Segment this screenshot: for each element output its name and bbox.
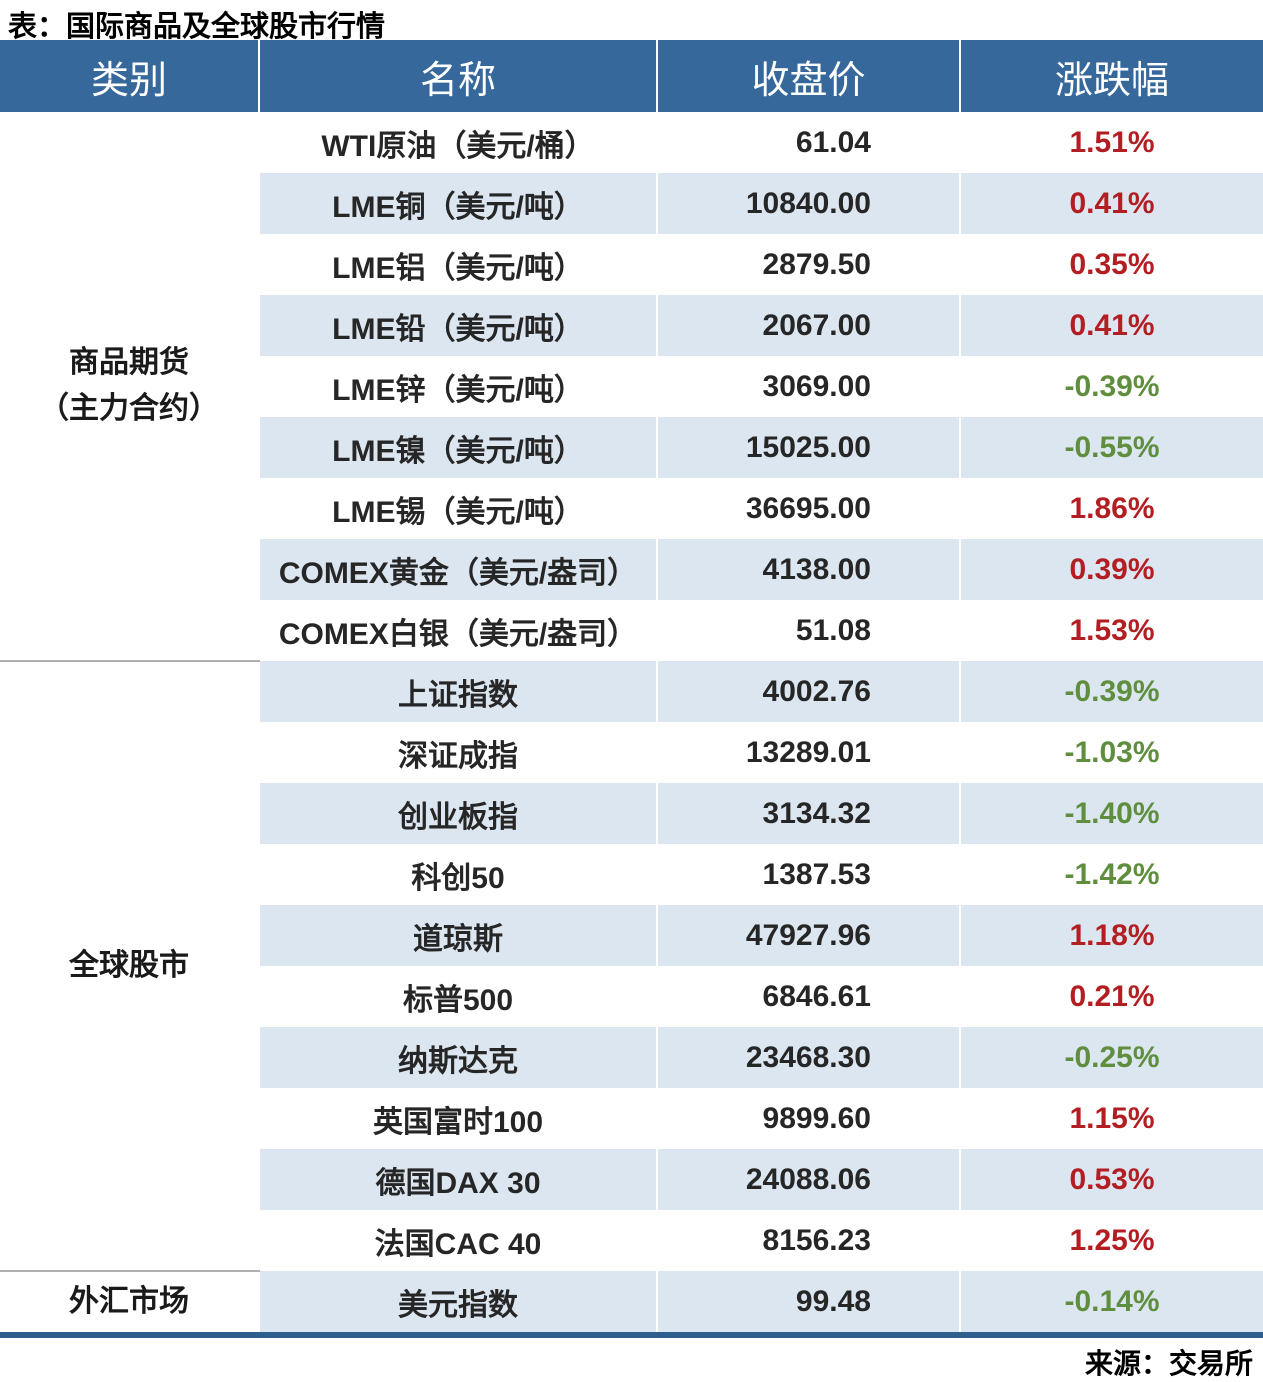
table-row: 创业板指 3134.32 -1.40%: [0, 783, 1263, 844]
table-row: 深证成指 13289.01 -1.03%: [0, 722, 1263, 783]
header-name: 名称: [259, 40, 658, 112]
table-row: 道琼斯 47927.96 1.18%: [0, 905, 1263, 966]
instrument-name: 道琼斯: [259, 905, 658, 966]
header-close: 收盘价: [657, 40, 961, 112]
table-bottom-rule: [0, 1332, 1263, 1338]
change-percent: 0.53%: [960, 1149, 1263, 1210]
change-percent: -0.55%: [960, 417, 1263, 478]
change-percent: -0.14%: [960, 1271, 1263, 1332]
instrument-name: COMEX白银（美元/盎司）: [259, 600, 658, 661]
instrument-name: LME锌（美元/吨）: [259, 356, 658, 417]
table-row: 科创50 1387.53 -1.42%: [0, 844, 1263, 905]
header-change: 涨跌幅: [960, 40, 1263, 112]
close-price: 10840.00: [657, 173, 961, 234]
change-percent: 0.41%: [960, 295, 1263, 356]
table-row: LME铜（美元/吨） 10840.00 0.41%: [0, 173, 1263, 234]
instrument-name: 英国富时100: [259, 1088, 658, 1149]
change-percent: 0.21%: [1069, 979, 1155, 1013]
table-row: LME锡（美元/吨） 36695.00 1.86%: [0, 478, 1263, 539]
change-percent: 1.86%: [1069, 491, 1155, 525]
close-price: 36695.00: [657, 478, 961, 539]
header-row: 类别 名称 收盘价 涨跌幅: [0, 40, 1263, 112]
category-label-line: 外汇市场: [69, 1284, 189, 1318]
instrument-name: 创业板指: [259, 783, 658, 844]
change-percent: 0.39%: [960, 539, 1263, 600]
close-price: 99.48: [657, 1271, 961, 1332]
table-row: LME铝（美元/吨） 2879.50 0.35%: [0, 234, 1263, 295]
instrument-name: LME镍（美元/吨）: [259, 417, 658, 478]
market-quotes-table: 类别 名称 收盘价 涨跌幅 商品期货 （主力合约） WTI原油（美元/桶） 61…: [0, 40, 1263, 1332]
instrument-name: WTI原油（美元/桶）: [259, 112, 658, 173]
close-price: 47927.96: [657, 905, 961, 966]
close-price: 13289.01: [657, 722, 961, 783]
change-percent: 0.41%: [960, 173, 1263, 234]
table-row: LME铅（美元/吨） 2067.00 0.41%: [0, 295, 1263, 356]
change-percent: -0.39%: [960, 661, 1263, 722]
instrument-name: 美元指数: [259, 1271, 658, 1332]
table-row: LME锌（美元/吨） 3069.00 -0.39%: [0, 356, 1263, 417]
change-percent: -1.42%: [1064, 857, 1160, 891]
change-percent: 1.15%: [1069, 1101, 1155, 1135]
change-percent: -0.25%: [960, 1027, 1263, 1088]
close-price: 2067.00: [657, 295, 961, 356]
close-price: 61.04: [657, 112, 961, 173]
instrument-name: 德国DAX 30: [259, 1149, 658, 1210]
change-percent: 1.51%: [1069, 125, 1155, 159]
change-percent: 1.18%: [960, 905, 1263, 966]
table-row: 英国富时100 9899.60 1.15%: [0, 1088, 1263, 1149]
change-percent: 1.25%: [1069, 1223, 1155, 1257]
table-row: 外汇市场 美元指数 99.48 -0.14%: [0, 1271, 1263, 1332]
change-percent: -0.39%: [1064, 369, 1160, 403]
table-row: LME镍（美元/吨） 15025.00 -0.55%: [0, 417, 1263, 478]
table-row: 商品期货 （主力合约） WTI原油（美元/桶） 61.04 1.51%: [0, 112, 1263, 662]
close-price: 15025.00: [657, 417, 961, 478]
close-price: 23468.30: [657, 1027, 961, 1088]
change-percent: 0.35%: [1069, 247, 1155, 281]
change-percent: 1.53%: [1069, 613, 1155, 647]
category-cell-commodity-futures: 商品期货 （主力合约）: [0, 112, 260, 662]
close-price: 2879.50: [657, 234, 961, 295]
change-percent: -1.03%: [1064, 735, 1160, 769]
close-price: 8156.23: [657, 1210, 961, 1271]
close-price: 4138.00: [657, 539, 961, 600]
instrument-name: LME铅（美元/吨）: [259, 295, 658, 356]
table-row: COMEX白银（美元/盎司） 51.08 1.53%: [0, 600, 1263, 661]
close-price: 1387.53: [657, 844, 961, 905]
close-price: 4002.76: [657, 661, 961, 722]
instrument-name: LME锡（美元/吨）: [259, 478, 658, 539]
category-label-line: 商品期货: [69, 345, 189, 379]
table-row: 全球股市 上证指数 4002.76 -0.39%: [0, 661, 1263, 1272]
table-row: 德国DAX 30 24088.06 0.53%: [0, 1149, 1263, 1210]
instrument-name: 法国CAC 40: [259, 1210, 658, 1271]
instrument-name: LME铜（美元/吨）: [259, 173, 658, 234]
table-row: 纳斯达克 23468.30 -0.25%: [0, 1027, 1263, 1088]
change-percent: -1.40%: [960, 783, 1263, 844]
instrument-name: 深证成指: [259, 722, 658, 783]
category-label-line: 全球股市: [69, 948, 189, 982]
source-label: 来源：交易所: [1084, 1348, 1253, 1379]
close-price: 51.08: [657, 600, 961, 661]
close-price: 3134.32: [657, 783, 961, 844]
close-price: 3069.00: [657, 356, 961, 417]
close-price: 9899.60: [657, 1088, 961, 1149]
header-category: 类别: [0, 40, 260, 112]
instrument-name: LME铝（美元/吨）: [259, 234, 658, 295]
category-cell-global-equities: 全球股市: [0, 661, 260, 1272]
page-title: 表：国际商品及全球股市行情: [8, 11, 386, 43]
close-price: 24088.06: [657, 1149, 961, 1210]
table-row: COMEX黄金（美元/盎司） 4138.00 0.39%: [0, 539, 1263, 600]
table-row: 法国CAC 40 8156.23 1.25%: [0, 1210, 1263, 1271]
table-row: 标普500 6846.61 0.21%: [0, 966, 1263, 1027]
instrument-name: COMEX黄金（美元/盎司）: [259, 539, 658, 600]
instrument-name: 上证指数: [259, 661, 658, 722]
category-cell-fx-market: 外汇市场: [0, 1271, 260, 1332]
instrument-name: 纳斯达克: [259, 1027, 658, 1088]
category-label-line: （主力合约）: [39, 392, 219, 425]
close-price: 6846.61: [657, 966, 961, 1027]
instrument-name: 标普500: [259, 966, 658, 1027]
instrument-name: 科创50: [259, 844, 658, 905]
